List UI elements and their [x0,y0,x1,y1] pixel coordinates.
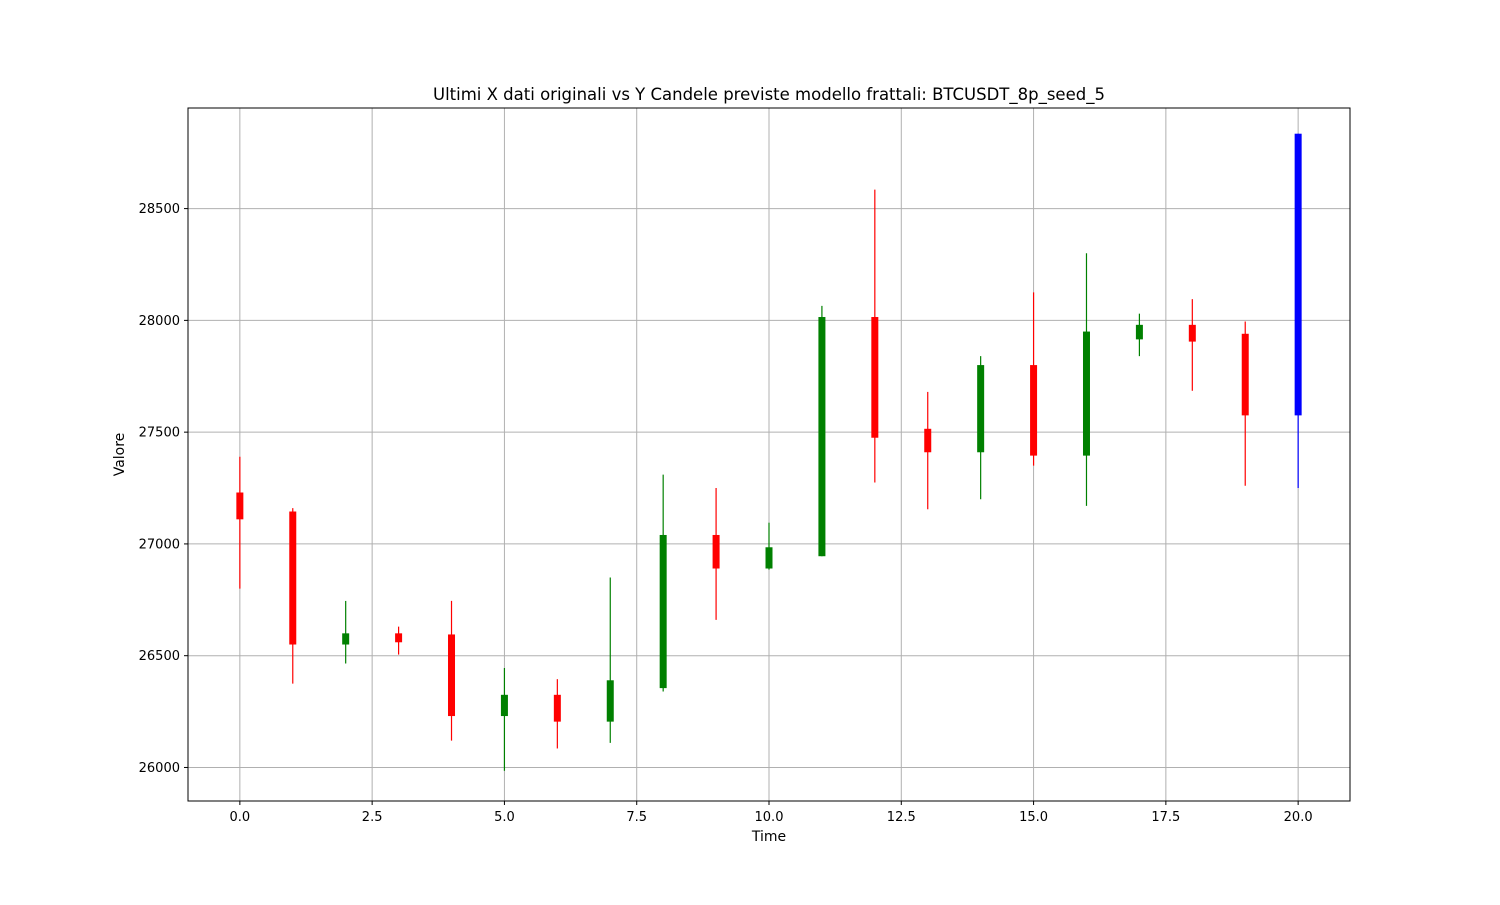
y-tick-label: 26000 [139,761,180,776]
candle-body [659,534,667,689]
x-tick-label: 0.0 [230,810,251,825]
candle-body [553,694,561,722]
candle-body [1082,331,1090,456]
candle-body [1294,133,1302,416]
x-tick-label: 5.0 [494,810,515,825]
candle-body [606,680,614,722]
candle-body [1188,324,1196,342]
candle-body [871,317,879,438]
candle-body [1030,365,1038,456]
candle-body [342,633,350,645]
candle-body [236,492,244,520]
candle-body [448,634,456,717]
x-tick-label: 17.5 [1151,810,1180,825]
x-axis-label: Time [751,829,786,845]
candle-body [500,694,508,717]
x-tick-label: 7.5 [626,810,647,825]
x-tick-label: 20.0 [1284,810,1313,825]
candle-body [818,317,826,557]
candle-body [1135,324,1143,340]
x-tick-label: 2.5 [362,810,383,825]
y-tick-label: 27500 [139,426,180,441]
candle-body [924,428,932,453]
candle-body [765,547,773,569]
candle-body [395,633,403,643]
grid-lines [188,108,1350,801]
y-axis-label: Valore [112,433,128,477]
x-tick-label: 12.5 [887,810,916,825]
candle-body [977,365,985,453]
y-tick-label: 28000 [139,314,180,329]
candles [236,133,1302,771]
candle-body [289,511,297,645]
y-tick-label: 27000 [139,537,180,552]
y-tick-label: 28500 [139,202,180,217]
chart-title: Ultimi X dati originali vs Y Candele pre… [433,85,1105,105]
x-tick-label: 10.0 [755,810,784,825]
axis-ticks: 0.0 2.5 5.0 7.5 10.0 12.5 15.0 17.5 20.0 26000 265… [139,202,1313,825]
candle-body [712,534,720,569]
y-tick-label: 26500 [139,649,180,664]
x-tick-label: 15.0 [1019,810,1048,825]
candle-body [1241,333,1249,416]
